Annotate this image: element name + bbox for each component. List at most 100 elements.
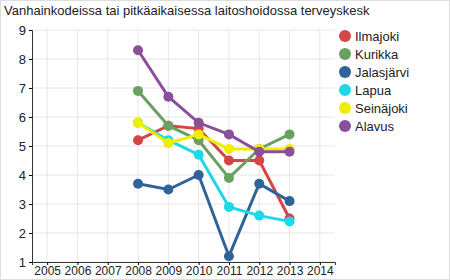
x-tick: 2008 — [125, 262, 152, 278]
legend-label: Lapua — [355, 83, 392, 98]
legend-swatch — [339, 66, 351, 78]
legend-label: Jalasjärvi — [355, 65, 409, 80]
x-tick: 2014 — [307, 262, 334, 278]
legend-label: Kurikka — [355, 47, 399, 62]
y-tick: 6 — [19, 110, 32, 125]
point — [163, 121, 173, 131]
point — [224, 129, 234, 139]
point — [194, 129, 204, 139]
y-tick: 4 — [19, 168, 32, 183]
point — [224, 156, 234, 166]
legend-swatch — [339, 102, 351, 114]
grid-line — [32, 233, 335, 234]
x-tick-label: 2013 — [277, 264, 304, 278]
point — [194, 118, 204, 128]
x-tick: 2011 — [217, 262, 243, 278]
point — [285, 147, 295, 157]
legend-label: Alavus — [355, 119, 395, 134]
legend-swatch — [339, 30, 351, 42]
plot-area — [133, 45, 294, 261]
legend-swatch — [339, 120, 351, 132]
y-tick-mark — [29, 59, 32, 60]
chart: Vanhainkodeissa tai pitkäaikaisessa lait… — [0, 0, 450, 280]
y-tick-label: 3 — [19, 197, 26, 212]
legend-swatch — [339, 48, 351, 60]
y-tick: 2 — [19, 226, 32, 241]
x-tick-label: 2006 — [65, 264, 92, 278]
y-tick-label: 4 — [19, 168, 26, 183]
point — [133, 118, 143, 128]
legend-label: Ilmajoki — [355, 29, 399, 44]
point — [254, 156, 264, 166]
point — [163, 138, 173, 148]
y-tick-label: 5 — [19, 139, 26, 154]
title: Vanhainkodeissa tai pitkäaikaisessa lait… — [4, 3, 370, 18]
y-tick-label: 2 — [19, 226, 26, 241]
y-tick-mark — [29, 262, 32, 263]
x-tick: 2006 — [65, 262, 92, 278]
y-tick: 3 — [19, 197, 32, 212]
series-line — [138, 123, 289, 222]
y-tick-label: 9 — [19, 23, 26, 38]
x-tick: 2012 — [246, 262, 273, 278]
y-axis: 1 2 3 4 5 6 7 8 9 — [19, 23, 33, 270]
point — [194, 170, 204, 180]
grid-line — [32, 30, 335, 31]
y-tick-label: 7 — [19, 81, 26, 96]
point — [133, 135, 143, 145]
x-tick-label: 2005 — [34, 264, 61, 278]
y-tick-mark — [29, 30, 32, 31]
y-tick: 1 — [19, 255, 32, 270]
y-tick-mark — [29, 146, 32, 147]
point — [133, 118, 143, 128]
x-tick-label: 2008 — [125, 264, 152, 278]
y-tick-mark — [29, 117, 32, 118]
x-tick: 2010 — [186, 262, 213, 278]
y-tick-mark — [29, 88, 32, 89]
point — [224, 173, 234, 183]
y-tick-mark — [29, 233, 32, 234]
grid-line — [32, 88, 335, 89]
point — [133, 86, 143, 96]
x-tick-label: 2007 — [95, 264, 122, 278]
legend-swatch — [339, 84, 351, 96]
grid-line — [32, 59, 335, 60]
grid — [32, 30, 335, 262]
y-tick-mark — [29, 204, 32, 205]
x-tick: 2007 — [95, 262, 122, 278]
point — [224, 251, 234, 261]
legend: Ilmajoki Kurikka Jalasjärvi Lapua Seinäjoki A… — [339, 29, 409, 134]
point — [133, 45, 143, 55]
point — [163, 185, 173, 195]
point — [224, 202, 234, 212]
y-tick-label: 6 — [19, 110, 26, 125]
x-axis: 2005 2006200720082009 2010 20112012 20132014 — [33, 262, 336, 278]
y-tick-label: 1 — [19, 255, 26, 270]
x-tick: 2005 — [34, 262, 61, 278]
x-tick: 2013 — [277, 262, 304, 278]
point — [254, 147, 264, 157]
point — [194, 150, 204, 160]
point — [224, 144, 234, 154]
y-tick-label: 8 — [19, 52, 26, 67]
legend-label: Seinäjoki — [355, 101, 408, 116]
y-tick: 9 — [19, 23, 32, 38]
y-tick-mark — [29, 175, 32, 176]
grid-line — [32, 175, 335, 176]
point — [254, 179, 264, 189]
background — [1, 1, 450, 280]
series-line — [138, 123, 289, 149]
y-axis-line — [29, 31, 33, 263]
x-tick-label: 2010 — [186, 264, 213, 278]
point — [285, 216, 295, 226]
point — [285, 129, 295, 139]
point — [163, 121, 173, 131]
y-tick: 7 — [19, 81, 32, 96]
series-line — [138, 50, 289, 152]
point — [163, 92, 173, 102]
x-tick-label: 2011 — [217, 264, 243, 278]
x-tick-label: 2009 — [155, 264, 182, 278]
y-tick: 8 — [19, 52, 32, 67]
x-tick: 2009 — [155, 262, 182, 278]
point — [133, 179, 143, 189]
